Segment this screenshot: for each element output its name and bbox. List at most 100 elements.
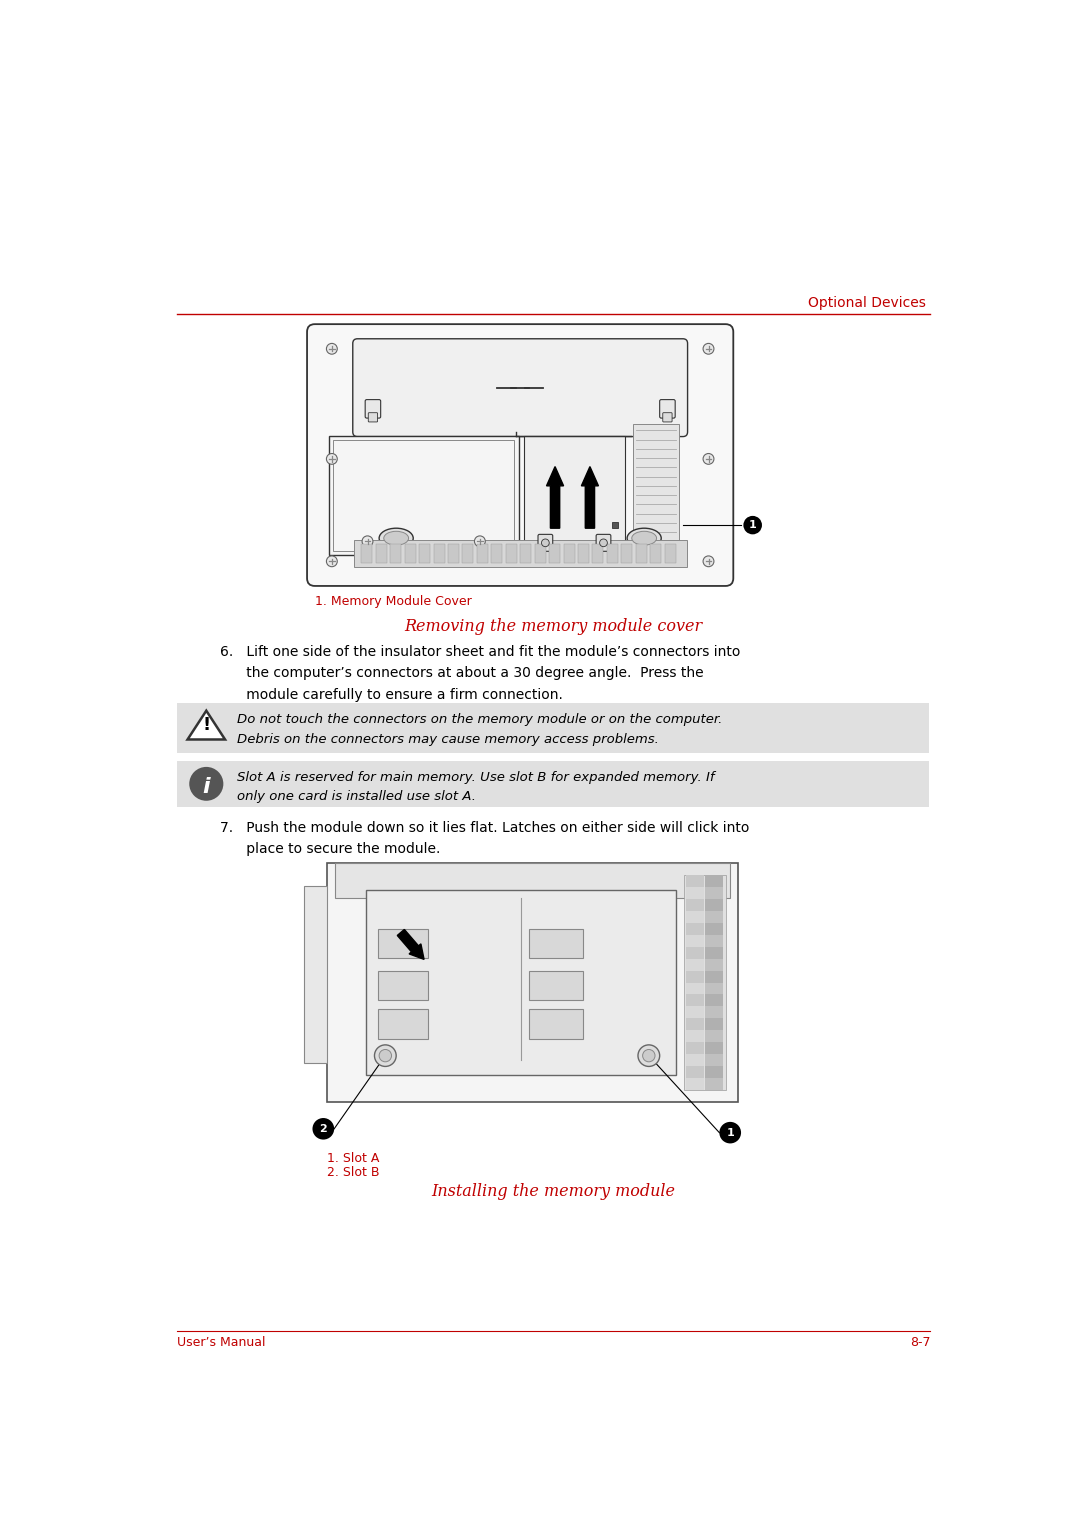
FancyBboxPatch shape [596, 534, 611, 551]
Circle shape [375, 1044, 396, 1066]
Bar [686, 922, 704, 935]
Circle shape [312, 1118, 334, 1139]
Bar [335, 863, 730, 898]
Circle shape [326, 454, 337, 464]
Bar [686, 971, 704, 982]
Bar [535, 544, 545, 563]
Text: 6.   Lift one side of the insulator sheet and fit the module’s connectors into
 : 6. Lift one side of the insulator sheet … [220, 646, 741, 701]
Text: 8-7: 8-7 [909, 1336, 930, 1348]
Bar [419, 544, 430, 563]
Ellipse shape [632, 531, 657, 545]
Bar [705, 959, 724, 971]
Bar [621, 544, 632, 563]
Bar [686, 1031, 704, 1043]
Text: 2: 2 [320, 1124, 327, 1135]
Circle shape [189, 767, 224, 800]
Circle shape [474, 536, 485, 547]
Polygon shape [378, 1009, 428, 1038]
Bar [650, 544, 661, 563]
Bar [448, 544, 459, 563]
Bar [303, 886, 327, 1063]
FancyBboxPatch shape [663, 412, 672, 421]
Text: 1. Slot A: 1. Slot A [327, 1151, 379, 1165]
Circle shape [703, 344, 714, 354]
Bar [664, 544, 676, 563]
Bar [705, 994, 724, 1006]
Bar [705, 1054, 724, 1066]
Bar [328, 435, 518, 556]
Bar [376, 544, 387, 563]
Circle shape [719, 1122, 741, 1144]
Bar [578, 544, 589, 563]
Bar [686, 1043, 704, 1054]
Bar [705, 1031, 724, 1043]
Bar [491, 544, 502, 563]
Circle shape [703, 454, 714, 464]
Bar [334, 440, 514, 551]
Bar [705, 1066, 724, 1078]
Bar [607, 544, 618, 563]
Bar [705, 1043, 724, 1054]
FancyBboxPatch shape [307, 324, 733, 586]
Polygon shape [378, 971, 428, 1000]
Circle shape [599, 539, 607, 547]
Text: 7.   Push the module down so it lies flat. Latches on either side will click int: 7. Push the module down so it lies flat.… [220, 822, 750, 857]
Bar [686, 1054, 704, 1066]
FancyBboxPatch shape [365, 400, 380, 418]
Bar [521, 544, 531, 563]
Bar [462, 544, 473, 563]
Bar [705, 875, 724, 887]
Text: Slot A is reserved for main memory. Use slot B for expanded memory. If
only one : Slot A is reserved for main memory. Use … [238, 771, 715, 803]
Bar [524, 435, 625, 556]
FancyBboxPatch shape [660, 400, 675, 418]
Polygon shape [397, 930, 424, 959]
Text: Do not touch the connectors on the memory module or on the computer.
Debris on t: Do not touch the connectors on the memor… [238, 713, 723, 745]
Bar [177, 760, 929, 806]
Bar [405, 544, 416, 563]
Bar [705, 1078, 724, 1090]
Text: Removing the memory module cover: Removing the memory module cover [404, 618, 703, 635]
Polygon shape [546, 467, 564, 528]
Bar [686, 1078, 704, 1090]
Bar [362, 544, 373, 563]
Text: User’s Manual: User’s Manual [177, 1336, 266, 1348]
Ellipse shape [383, 531, 408, 545]
Bar [705, 982, 724, 994]
Bar [686, 1006, 704, 1019]
Bar [636, 544, 647, 563]
FancyBboxPatch shape [538, 534, 553, 551]
Bar [611, 522, 618, 528]
Bar [564, 544, 575, 563]
Polygon shape [529, 971, 583, 1000]
Circle shape [541, 539, 550, 547]
Bar [705, 887, 724, 899]
Circle shape [326, 344, 337, 354]
Bar [686, 910, 704, 922]
Bar [477, 544, 488, 563]
Text: !: ! [202, 716, 211, 733]
Ellipse shape [627, 528, 661, 548]
Bar [705, 947, 724, 959]
Text: 1: 1 [748, 521, 757, 530]
Circle shape [379, 1049, 392, 1061]
Bar [705, 910, 724, 922]
Bar [705, 971, 724, 982]
Text: i: i [202, 777, 211, 797]
Circle shape [743, 516, 762, 534]
Polygon shape [529, 1009, 583, 1038]
Bar [686, 947, 704, 959]
Polygon shape [188, 710, 225, 739]
Bar [593, 544, 604, 563]
Circle shape [643, 1049, 656, 1061]
Bar [686, 875, 704, 887]
Bar [705, 899, 724, 910]
Circle shape [362, 536, 373, 547]
Bar [686, 1066, 704, 1078]
Bar [177, 702, 929, 753]
Polygon shape [378, 928, 428, 957]
Bar [505, 544, 516, 563]
Circle shape [703, 556, 714, 567]
Bar [686, 899, 704, 910]
Bar [686, 1019, 704, 1031]
Polygon shape [529, 928, 583, 957]
